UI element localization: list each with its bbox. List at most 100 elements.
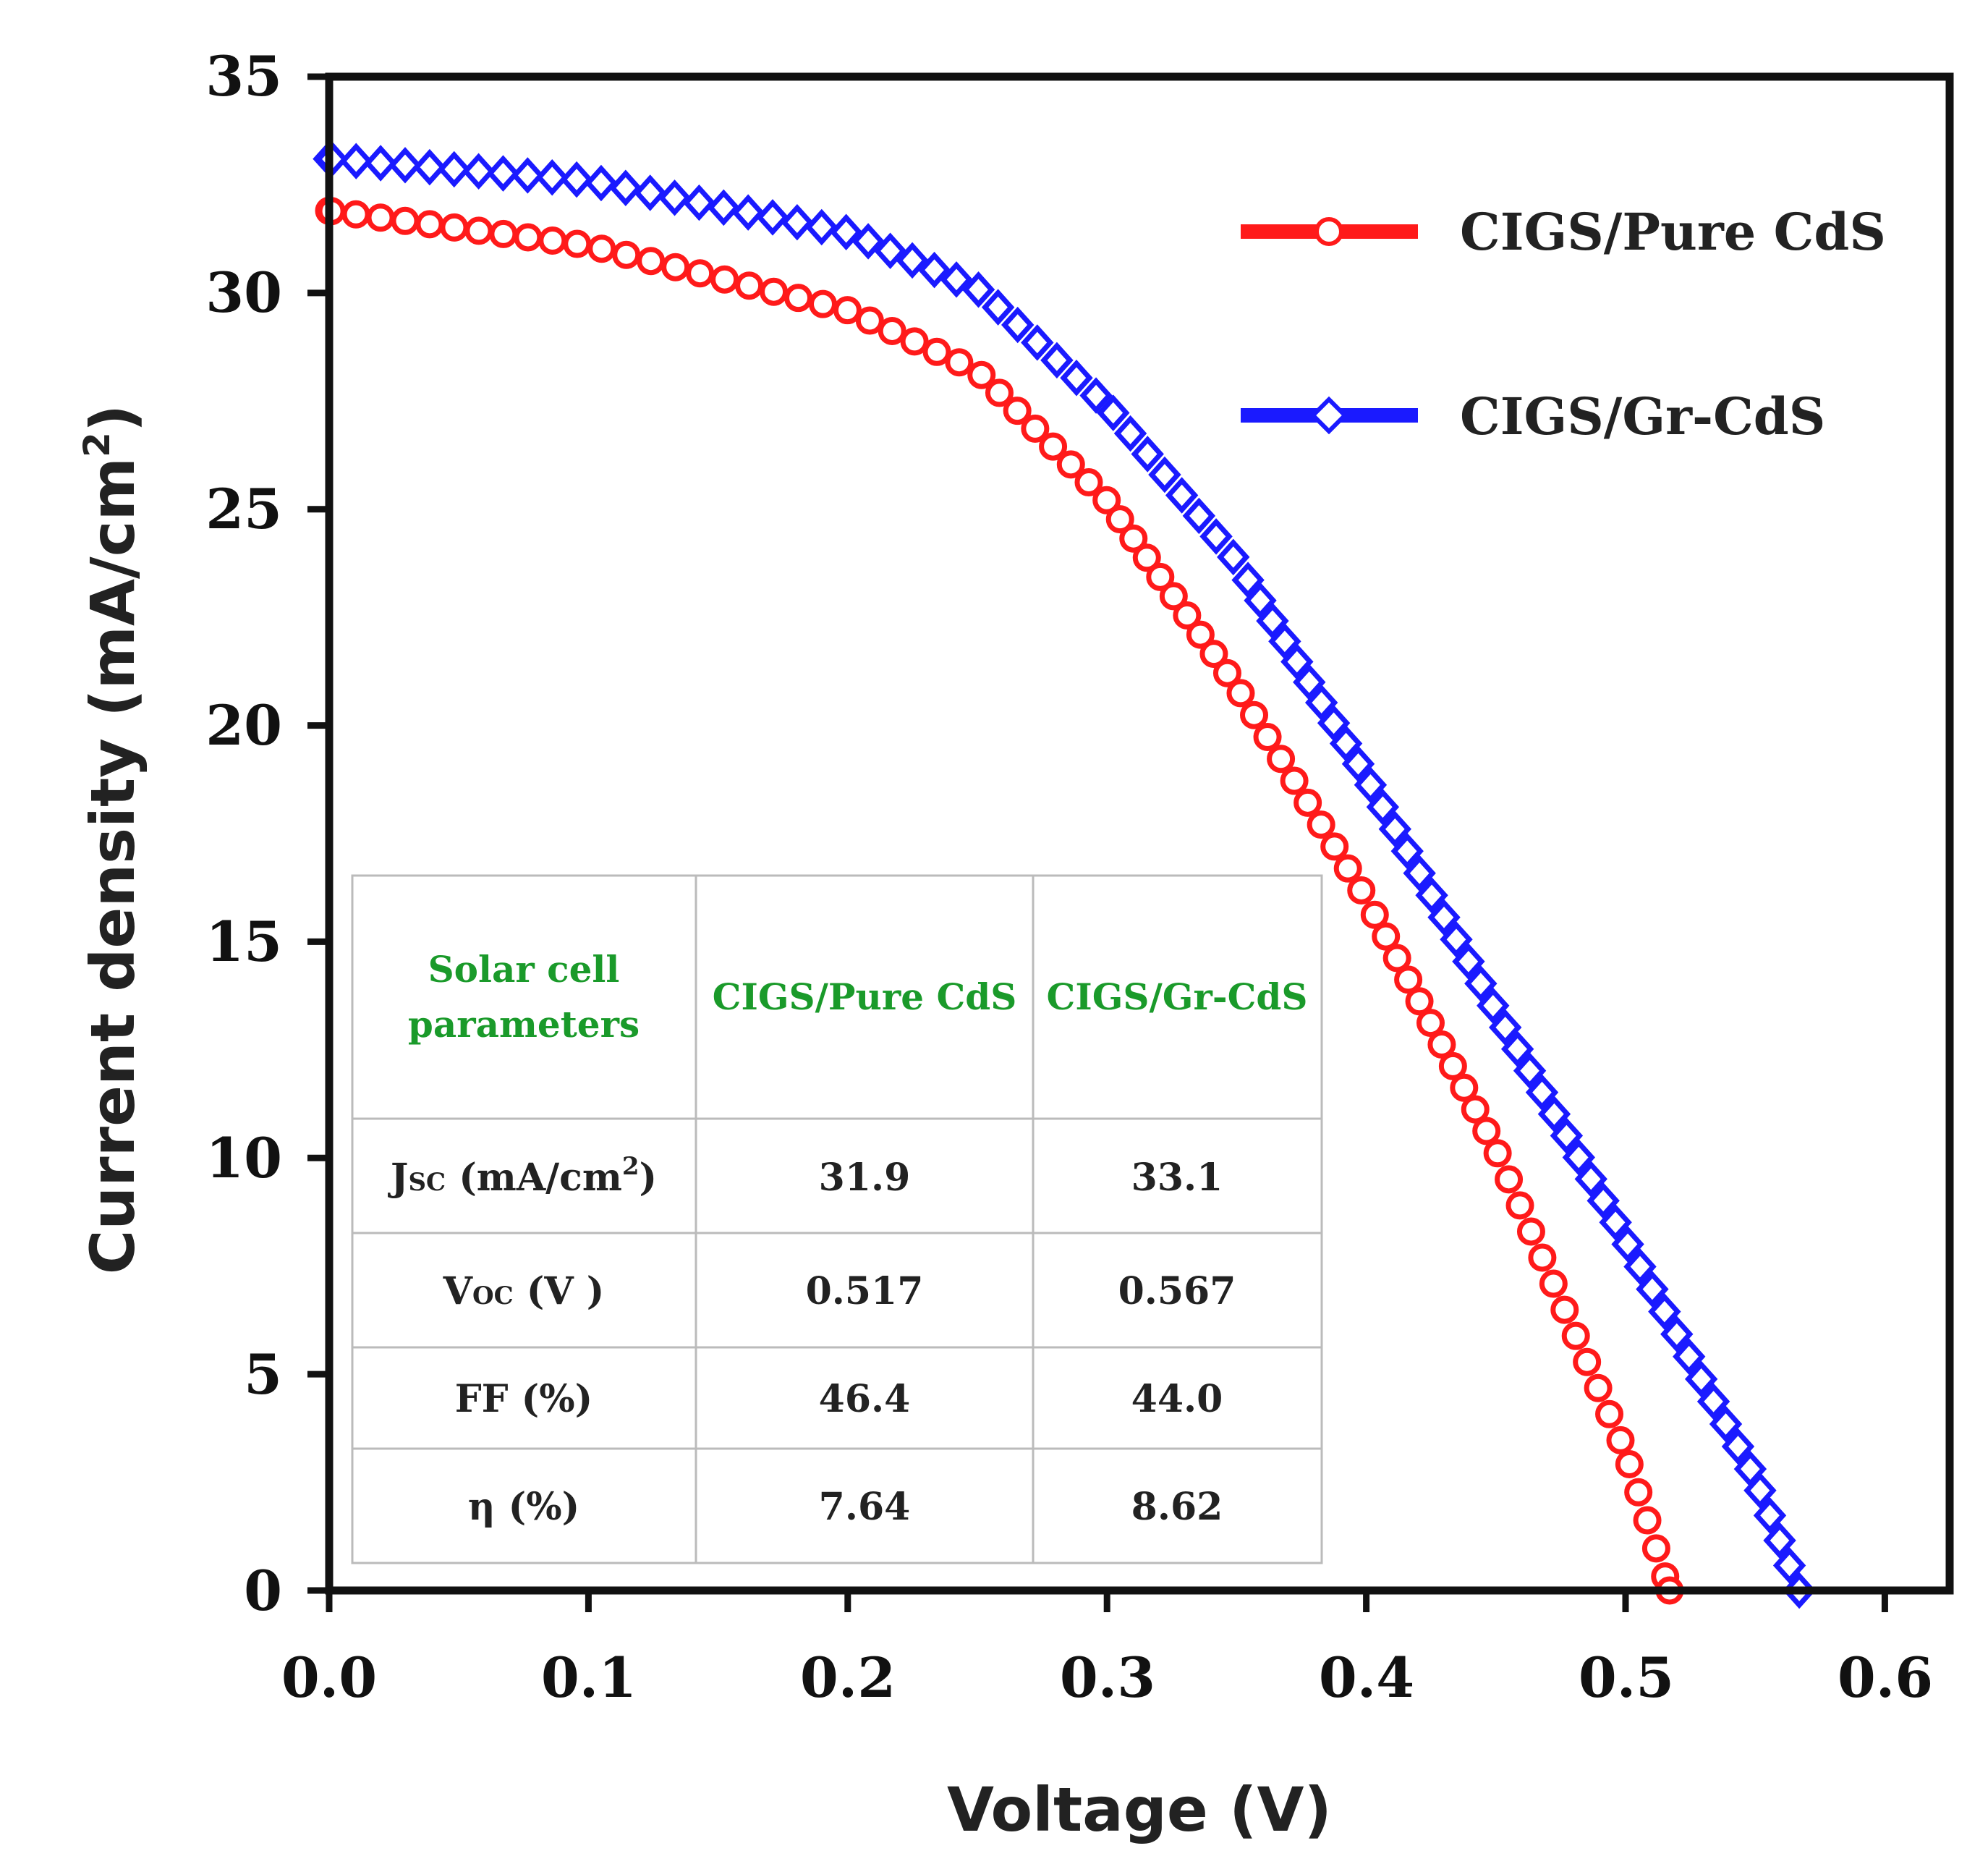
y-tick-label: 30 [205,260,282,325]
data-point [1240,700,1269,729]
data-point [808,289,837,318]
data-point [1537,1096,1571,1132]
data-point [563,229,592,258]
data-point [1753,1497,1787,1534]
data-point [686,259,715,288]
y-axis-title-sup: 2 [76,432,118,457]
data-point [587,234,616,263]
data-point [1074,468,1103,497]
data-point [945,348,974,377]
data-point [1405,987,1434,1016]
data-point [1415,877,1448,914]
plot-frame [325,72,1954,1595]
legend-marker-diamond [1309,396,1348,435]
data-point [609,169,642,206]
data-point [1403,855,1436,892]
data-point [1060,360,1093,397]
data-point [1199,518,1233,555]
data-point [981,289,1015,326]
data-point [1360,900,1389,929]
data-point [1226,679,1255,708]
data-point [1366,789,1400,826]
data-point [462,153,496,190]
data-point [940,261,973,298]
data-point [1294,788,1322,817]
data-point [1562,1139,1596,1176]
data-point [1354,766,1388,804]
legend-marker-circle [1314,217,1343,246]
data-point [1550,1295,1579,1324]
y-tick-label: 35 [205,44,282,109]
data-point [391,206,420,235]
data-point [560,161,593,198]
series-cigs-gr-cds [313,140,1816,1609]
data-point [538,226,567,255]
data-point [781,203,814,241]
parameter-table: Solar cell parameters CIGS/Pure CdS CIGS… [351,874,1323,1564]
table-row-eta-label: η (%) [468,1485,580,1529]
data-point [1148,456,1181,493]
data-point [612,240,641,269]
data-point [1317,705,1351,742]
jsc-sup: 2 [622,1152,640,1181]
data-point [1599,1204,1632,1241]
data-point [1505,1191,1534,1220]
data-point [1641,1534,1670,1563]
data-point [710,265,739,294]
data-point [1461,1095,1490,1124]
y-axis-title-close: ) [77,404,148,432]
data-point [415,210,444,239]
data-point [489,219,518,248]
data-point [1003,397,1032,425]
y-tick-label: 10 [205,1126,282,1190]
data-point [1772,1547,1806,1584]
data-point [707,189,740,226]
data-point [1320,832,1349,861]
data-point [633,174,667,211]
data-point [1525,1074,1559,1111]
data-point [1329,725,1363,762]
voc-unit: (V ) [514,1269,605,1313]
table-row-voc-label: VOC (V ) [443,1269,605,1313]
jsc-unit: (mA/cm [446,1156,622,1200]
data-point [1092,486,1121,514]
data-point [1256,602,1289,640]
x-tick-label: 0.1 [541,1645,637,1710]
data-point [1743,1472,1777,1509]
data-point [1280,766,1309,795]
table-header-param-line2: parameters [408,1003,640,1046]
table-cell-ff-gr: 44.0 [1131,1377,1223,1421]
x-tick-label: 0.6 [1838,1645,1933,1710]
x-tick-labels: 0.0 0.1 0.2 0.3 0.4 0.5 0.6 [281,1645,1933,1710]
data-point [1182,497,1216,535]
data-point [833,296,862,325]
data-point [1440,921,1473,958]
y-tick-label: 20 [205,693,282,758]
data-point [878,316,906,345]
series-cigs-pure-cds [315,196,1684,1605]
data-point [1574,1161,1607,1198]
data-point [1079,377,1113,414]
legend: CIGS/Pure CdS CIGS/Gr-CdS [1241,202,1886,446]
x-tick-label: 0.0 [281,1645,377,1710]
data-point [366,203,395,232]
jsc-close: ) [640,1156,658,1200]
data-point [1105,505,1134,534]
data-point [1372,922,1401,951]
data-point [1165,477,1199,514]
data-point [1573,1347,1602,1376]
data-point [1199,640,1228,669]
data-point [1427,1030,1456,1059]
data-point [1528,1243,1557,1272]
data-point [1500,1030,1534,1068]
data-point [1550,1117,1584,1154]
data-point [1595,1399,1624,1428]
data-point [1304,684,1338,721]
data-point [1416,1009,1445,1038]
data-point [464,216,493,245]
data-point [364,145,397,182]
table-grid [351,874,1323,1564]
table-row-jsc-label: JSC (mA/cm2) [388,1152,657,1200]
data-point [1450,1073,1479,1102]
data-point [1648,1293,1681,1330]
